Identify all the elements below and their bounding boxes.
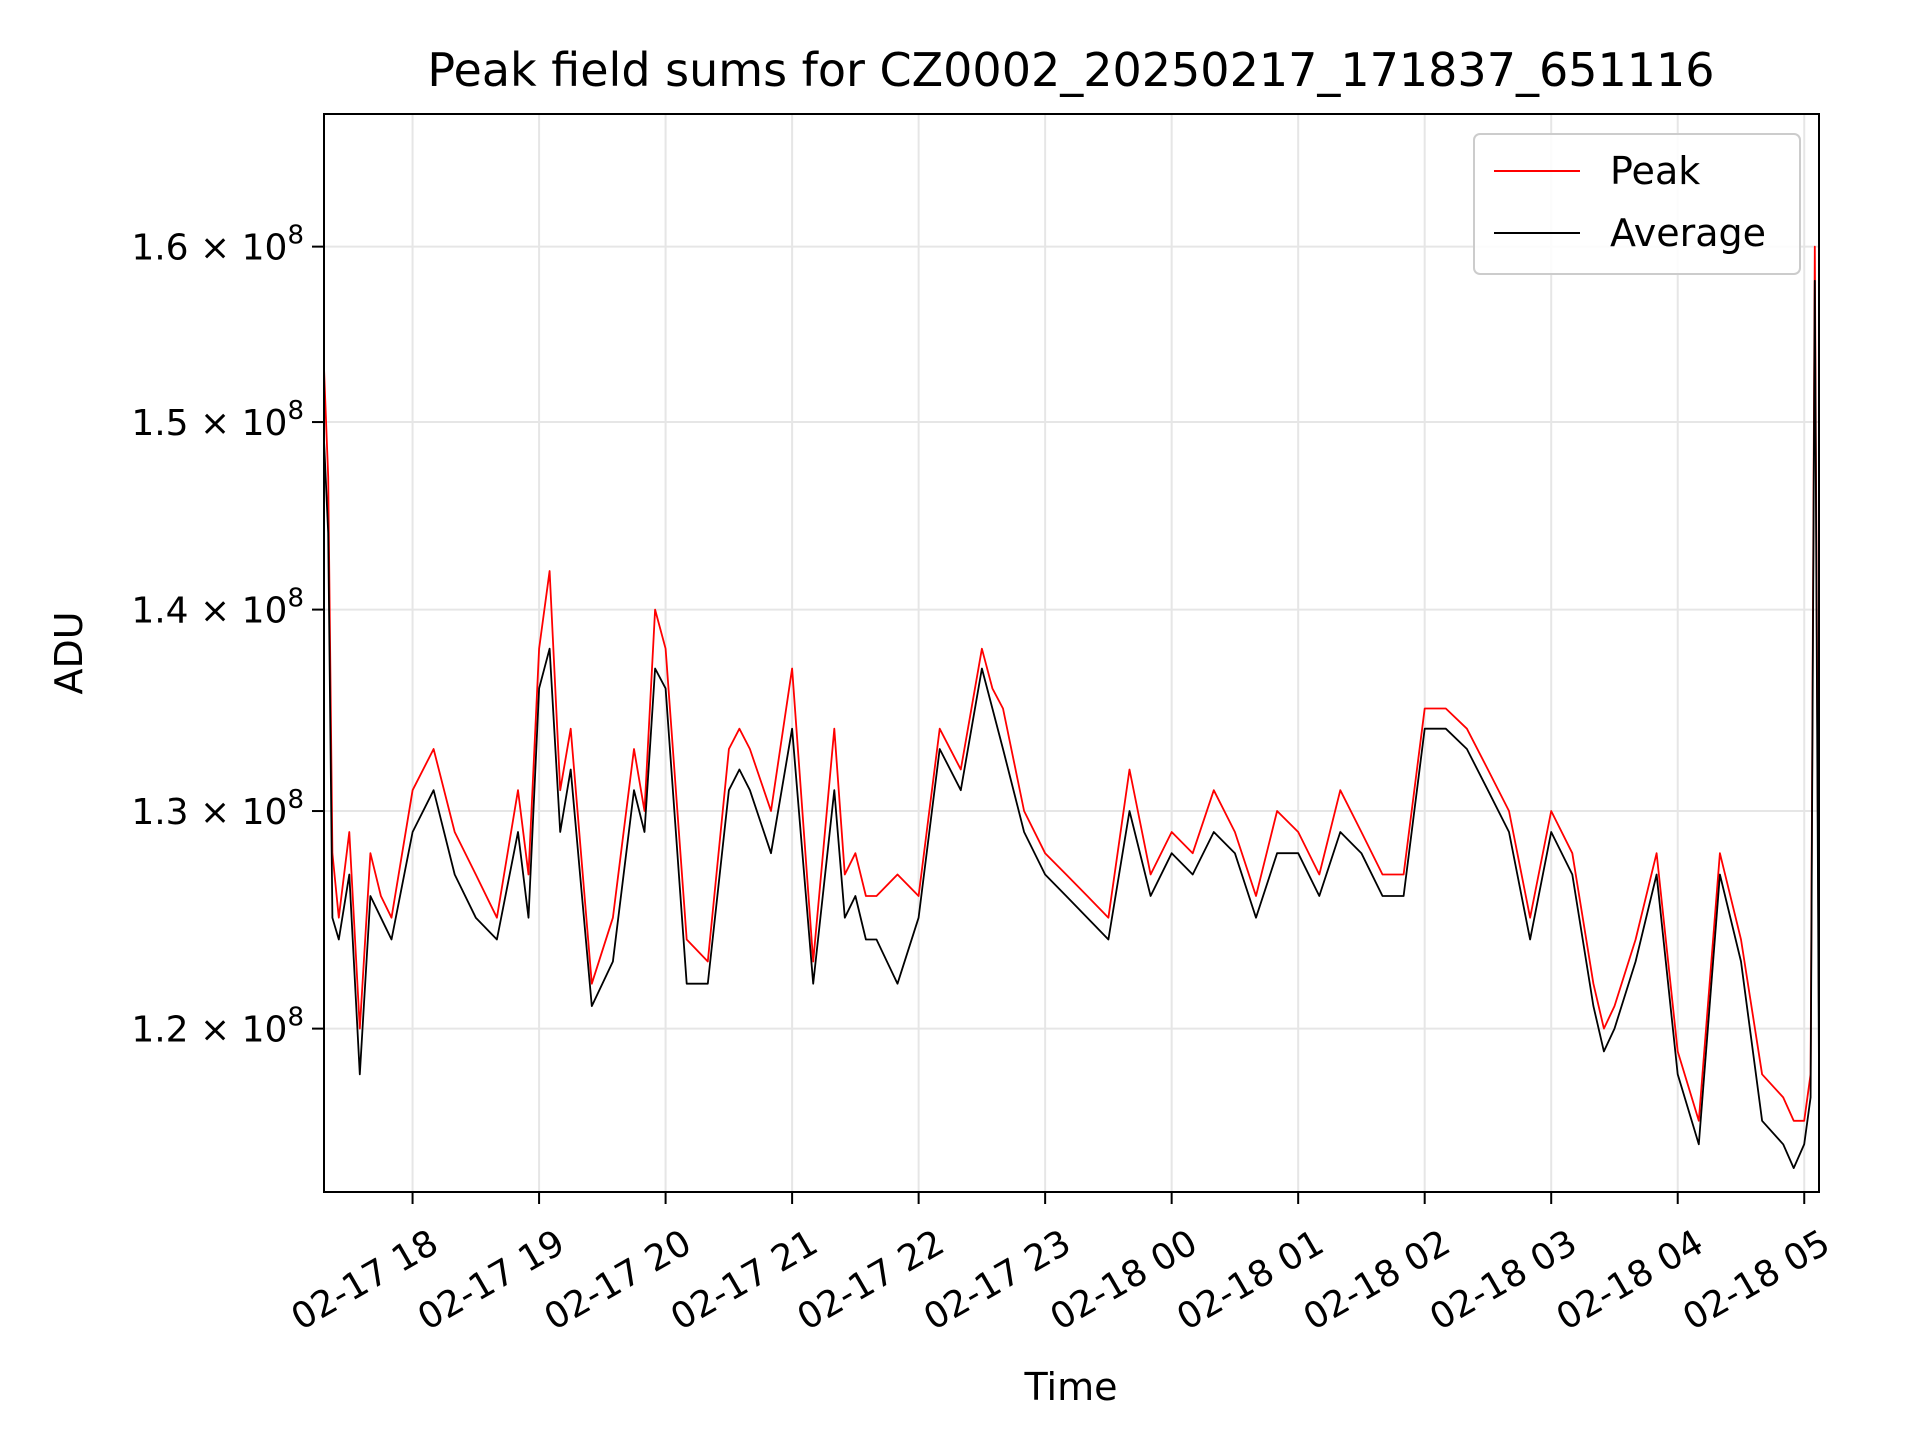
y-axis-label: ADU bbox=[47, 611, 91, 694]
y-tick-label: 1.3 × 108 bbox=[131, 785, 304, 833]
chart-title: Peak field sums for CZ0002_20250217_1718… bbox=[427, 43, 1714, 97]
y-axis: 1.2 × 108 1.3 × 108 1.4 × 108 1.5 × 108 1.6 … bbox=[131, 221, 324, 1051]
y-tick-label: 1.4 × 108 bbox=[131, 584, 304, 632]
y-tick-label: 1.5 × 108 bbox=[131, 396, 304, 444]
plot-frame bbox=[323, 113, 1820, 1193]
legend-box bbox=[1473, 133, 1801, 275]
grid bbox=[324, 114, 1819, 1192]
y-tick-label: 1.6 × 108 bbox=[131, 221, 304, 269]
legend-peak-label: Peak bbox=[1610, 149, 1700, 193]
series-line-peak bbox=[323, 245, 1820, 1122]
series-line-average bbox=[323, 279, 1820, 1169]
legend: Peak Average bbox=[1473, 133, 1801, 275]
legend-average-label: Average bbox=[1610, 211, 1766, 255]
series-layer bbox=[323, 245, 1820, 1169]
x-axis-label: Time bbox=[1024, 1365, 1118, 1409]
y-tick-label: 1.2 × 108 bbox=[131, 1003, 304, 1051]
